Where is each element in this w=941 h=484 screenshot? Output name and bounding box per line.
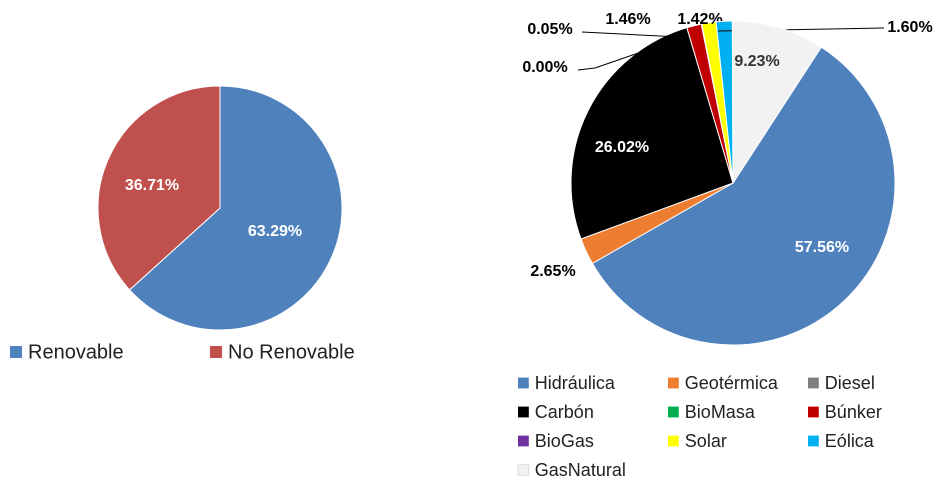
legend-swatch — [668, 406, 679, 418]
legend-swatch — [517, 464, 530, 476]
data-label: 0.00% — [522, 59, 567, 76]
legend-swatch — [210, 346, 222, 358]
legend-swatch — [518, 435, 529, 447]
legend-swatch — [518, 377, 529, 389]
legend-label: Diesel — [825, 373, 875, 393]
legend-swatch — [808, 435, 819, 447]
legend-swatch — [668, 377, 679, 389]
legend-swatch — [808, 377, 819, 389]
legend-label: BioMasa — [685, 402, 756, 422]
legend-label: Eólica — [825, 431, 875, 451]
legend-label: GasNatural — [535, 460, 626, 480]
legend-label: Hidráulica — [535, 373, 616, 393]
data-label: 26.02% — [595, 139, 649, 156]
legend-swatch — [808, 406, 819, 418]
legend-swatch — [518, 406, 529, 418]
data-label: 1.60% — [887, 19, 932, 36]
legend-label: Geotérmica — [685, 373, 779, 393]
legend-label: Carbón — [535, 402, 594, 422]
data-label: 57.56% — [795, 239, 849, 256]
data-label: 1.42% — [677, 11, 722, 28]
legend-swatch — [668, 435, 679, 447]
data-label: 0.05% — [527, 21, 572, 38]
pie-slice — [591, 46, 896, 346]
legend-label: Búnker — [825, 402, 882, 422]
pie-slice — [731, 20, 822, 185]
leader-line — [581, 31, 680, 38]
leader-line — [577, 39, 677, 71]
pie-slice — [128, 85, 343, 331]
legend-label: No Renovable — [228, 341, 355, 363]
data-label: 2.65% — [530, 263, 575, 280]
legend-label: BioGas — [535, 431, 594, 451]
pie-slice — [570, 27, 734, 240]
legend-swatch — [10, 346, 22, 358]
data-label: 9.23% — [734, 53, 779, 70]
data-label: 1.46% — [605, 11, 650, 28]
legend-label: Solar — [685, 431, 727, 451]
legend-label: Renovable — [28, 341, 124, 363]
data-label: 63.29% — [248, 223, 302, 240]
pie-slice — [97, 85, 221, 291]
data-label: 36.71% — [125, 177, 179, 194]
